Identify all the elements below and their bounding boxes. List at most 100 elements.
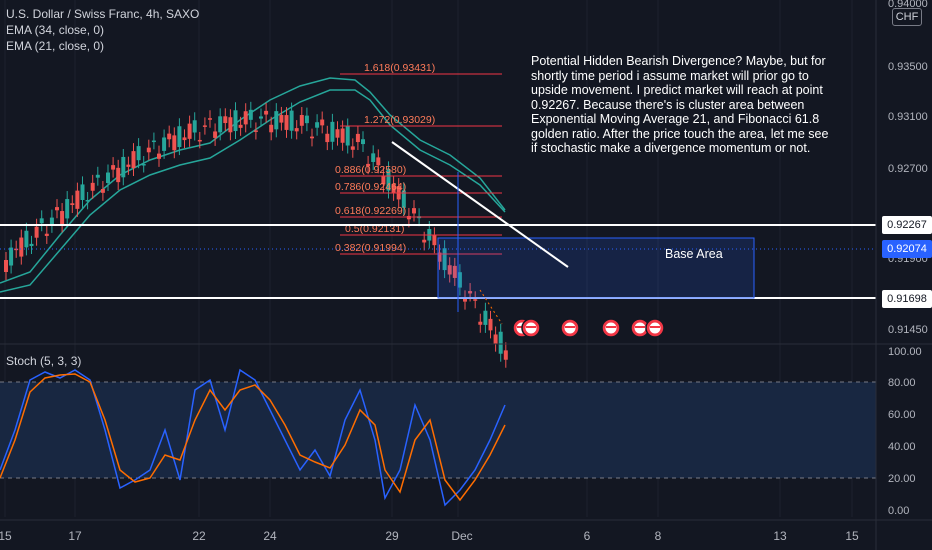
drawings[interactable]: [0, 141, 876, 405]
candle-body: [151, 140, 156, 143]
symbol-title[interactable]: U.S. Dollar / Swiss Franc, 4h, SAXO: [6, 7, 200, 21]
price-tick: 0.94000: [888, 0, 928, 10]
candle-body: [136, 146, 141, 161]
candle-body: [335, 129, 340, 138]
stoch-tick: 80.00: [888, 377, 916, 389]
candle-body: [60, 211, 65, 225]
us-flag-icon[interactable]: [521, 318, 541, 338]
economic-events[interactable]: [512, 318, 665, 338]
fib-label: 0.382(0.91994): [335, 242, 406, 254]
candle-body: [366, 163, 371, 167]
candle-body: [141, 164, 146, 166]
candle-body: [269, 124, 274, 133]
candle-body: [223, 116, 228, 124]
candle-body: [279, 114, 284, 123]
stoch-k-line: [0, 368, 506, 507]
candle-body: [9, 247, 14, 266]
fibonacci-levels[interactable]: 1.618(0.93431) 1.272(0.93029) 0.886(0.9258…: [335, 62, 502, 255]
candle-body: [483, 310, 488, 325]
candle-body: [381, 175, 386, 185]
candle-body: [131, 151, 136, 169]
candle-body: [437, 252, 442, 262]
time-tick: 22: [192, 529, 206, 543]
candle-body: [172, 135, 177, 151]
candle-body: [478, 321, 483, 325]
candle-body: [146, 147, 151, 153]
base-area-box: [437, 237, 755, 299]
candle-body: [391, 183, 396, 193]
candle-body: [442, 248, 447, 271]
fib-label: 0.618(0.92269): [335, 205, 406, 217]
candle-body: [233, 110, 238, 132]
price-tick: 0.93100: [888, 111, 928, 123]
candle-body: [401, 190, 406, 208]
us-flag-icon[interactable]: [560, 318, 580, 338]
candle-body: [289, 110, 294, 131]
candle-body: [457, 272, 462, 288]
candle-body: [85, 199, 90, 202]
candle-body: [24, 230, 29, 248]
candle-body: [488, 318, 493, 331]
candle-body: [162, 137, 167, 151]
stoch-band: [0, 382, 876, 478]
trendline-down: [391, 141, 569, 268]
candle-body: [325, 133, 330, 143]
candle-body: [34, 226, 39, 238]
candle-body: [304, 115, 309, 124]
time-tick: 6: [584, 529, 591, 543]
candle-body: [340, 128, 345, 143]
candle-body: [29, 243, 34, 247]
candle-body: [432, 235, 437, 246]
candle-body: [167, 133, 172, 140]
price-tick: 0.93500: [888, 61, 928, 73]
fib-label: 1.618(0.93431): [364, 62, 435, 74]
ema21-legend[interactable]: EMA (21, close, 0): [6, 39, 105, 53]
stoch-legend[interactable]: Stoch (5, 3, 3): [6, 354, 82, 368]
candle-body: [386, 169, 391, 191]
time-tick: 17: [68, 529, 82, 543]
candle-body: [259, 116, 263, 119]
us-flag-icon[interactable]: [630, 318, 650, 338]
time-tick: 15: [845, 529, 859, 543]
candle-body: [208, 118, 212, 120]
candle-body: [361, 139, 365, 145]
candle-body: [218, 116, 223, 133]
candle-body: [320, 119, 325, 126]
candle-body: [299, 115, 304, 126]
candle-body: [90, 182, 95, 191]
candle-body: [294, 128, 299, 132]
candle-body: [80, 184, 85, 200]
ema-lines: [0, 77, 506, 293]
candle-body: [463, 298, 467, 302]
ema-34-line: [0, 89, 506, 293]
currency-badge[interactable]: CHF: [892, 8, 922, 26]
us-flag-icon[interactable]: [601, 318, 621, 338]
candle-body: [406, 215, 411, 220]
candle-body: [182, 137, 187, 141]
candle-body: [100, 189, 105, 193]
candle-body: [330, 121, 335, 142]
candle-body: [355, 133, 360, 143]
candle-body: [70, 203, 75, 206]
candle-body: [49, 217, 54, 225]
us-flag-icon[interactable]: [645, 318, 665, 338]
candle-body: [228, 117, 233, 133]
candle-body: [493, 334, 498, 344]
stoch-tick: 0.00: [888, 505, 909, 517]
candle-body: [315, 122, 320, 128]
candle-body: [111, 165, 116, 170]
stoch-d-line: [0, 373, 506, 502]
analysis-note[interactable]: Potential Hidden Bearish Divergence? May…: [531, 54, 829, 155]
ema-21-line: [0, 77, 506, 284]
candle-body: [345, 126, 350, 146]
candle-body: [4, 260, 8, 272]
projection-line: [479, 289, 503, 325]
candle-body: [253, 130, 258, 132]
candle-body: [452, 265, 457, 278]
candle-body: [197, 139, 202, 142]
support-price-label: 0.91698: [882, 290, 932, 308]
ema34-legend[interactable]: EMA (34, close, 0): [6, 23, 105, 37]
candle-body: [422, 239, 427, 243]
